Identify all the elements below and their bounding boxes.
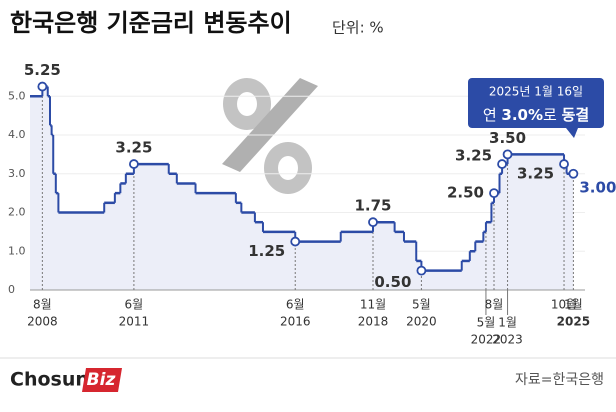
point	[37, 81, 48, 92]
x-tick-label: 11월	[360, 298, 386, 312]
x-tick-year: 2018	[358, 315, 389, 329]
value-label: 1.75	[354, 197, 391, 215]
point	[489, 188, 499, 199]
point	[368, 217, 378, 228]
percent-graphic	[222, 78, 318, 194]
x-tick-year: 2022	[471, 333, 502, 347]
value-label: 1.25	[248, 242, 285, 260]
x-tick-year: 2023	[492, 333, 523, 347]
value-label: 3.25	[455, 147, 492, 165]
x-tick-label: 1월	[564, 298, 583, 312]
logo-text: Chosun	[10, 369, 89, 391]
x-tick-label: 6월	[125, 298, 144, 312]
value-label: 3.25	[517, 165, 554, 183]
logo: Chosun Biz	[10, 368, 122, 392]
y-tick-label: 0	[8, 283, 15, 296]
annotation-date: 2025년 1월 16일	[489, 85, 583, 99]
value-label: 2.50	[447, 184, 484, 202]
point	[416, 265, 427, 276]
point	[290, 236, 301, 247]
annotation-part: 동결	[562, 106, 590, 124]
y-tick-label: 4.0	[8, 128, 26, 141]
source: 자료=한국은행	[515, 372, 604, 388]
point	[568, 168, 579, 179]
y-tick-label: 2.0	[8, 206, 26, 219]
x-tick-label: 5월	[477, 316, 496, 330]
x-tick-year: 2008	[27, 315, 58, 329]
value-label: 5.25	[24, 61, 61, 79]
x-tick-year: 2025	[557, 315, 590, 329]
annotation-box	[468, 78, 604, 128]
x-tick-label: 8월	[33, 298, 52, 312]
annotation-part: 3.0%	[501, 106, 543, 124]
y-tick-label: 3.0	[8, 167, 26, 180]
annotation-text: 연 3.0%로 동결	[483, 106, 589, 124]
x-tick-year: 2020	[406, 315, 437, 329]
point	[129, 159, 139, 169]
annotation-part: 로	[543, 106, 562, 124]
value-label: 3.25	[115, 139, 152, 157]
chart-title: 한국은행 기준금리 변동추이	[10, 9, 292, 37]
logo-box	[82, 368, 122, 392]
x-tick-year: 2011	[119, 315, 150, 329]
value-label: 0.50	[374, 273, 411, 291]
annotation-part: 연	[483, 106, 502, 124]
point	[497, 159, 507, 169]
x-tick-label: 8월	[485, 298, 504, 312]
annotation-pointer	[566, 128, 578, 138]
chart-subtitle: 단위: %	[332, 19, 384, 37]
point	[502, 149, 513, 160]
x-tick-label: 10월	[551, 298, 577, 312]
x-tick-year: 2016	[280, 315, 311, 329]
value-label: 3.50	[489, 129, 526, 147]
area-fill	[30, 86, 574, 290]
y-tick-label: 5.0	[8, 89, 26, 102]
x-tick-label: 5월	[412, 298, 431, 312]
y-tick-label: 1.0	[8, 244, 26, 257]
value-label: 3.00	[579, 178, 616, 196]
logo-text: Biz	[87, 370, 116, 390]
point	[559, 159, 569, 169]
x-tick-label: 1월	[498, 316, 517, 330]
x-tick-label: 6월	[286, 298, 305, 312]
